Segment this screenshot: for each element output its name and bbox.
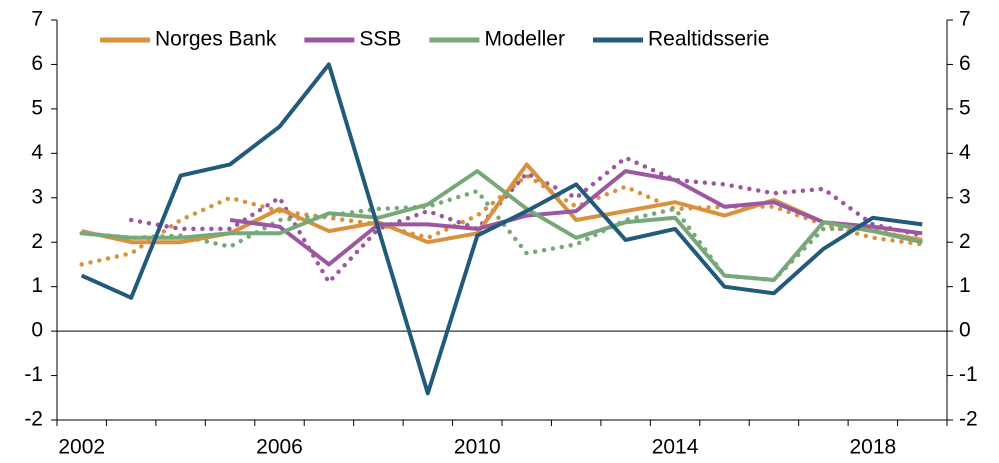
- y2-tick-label: 0: [959, 319, 971, 342]
- legend-label: Modeller: [484, 28, 565, 51]
- x-tick-label: 2014: [652, 436, 699, 459]
- y2-tick-label: 2: [959, 230, 971, 253]
- y2-tick-label: 1: [959, 274, 971, 297]
- x-tick-label: 2006: [256, 436, 303, 459]
- y2-tick-label: 6: [959, 52, 971, 75]
- legend-label: Norges Bank: [155, 28, 277, 51]
- y2-tick-label: 5: [959, 96, 971, 119]
- series-line: [229, 169, 923, 267]
- y-tick-label: 3: [31, 185, 43, 208]
- y-tick-label: 0: [31, 319, 43, 342]
- series-line: [81, 169, 923, 282]
- x-tick-label: 2002: [58, 436, 105, 459]
- y-tick-label: 4: [31, 141, 43, 164]
- y-tick-label: -2: [24, 408, 43, 431]
- y-tick-label: 1: [31, 274, 43, 297]
- y2-tick-label: -1: [959, 363, 978, 386]
- y-tick-label: -1: [24, 363, 43, 386]
- y2-tick-label: 4: [959, 141, 971, 164]
- y-tick-label: 6: [31, 52, 43, 75]
- x-tick-label: 2018: [849, 436, 896, 459]
- series-line: [80, 62, 923, 396]
- legend-label: SSB: [359, 28, 401, 51]
- legend-label: Realtidsserie: [648, 28, 769, 51]
- y2-tick-label: -2: [959, 408, 978, 431]
- y-tick-label: 7: [31, 8, 43, 31]
- x-tick-label: 2010: [454, 436, 501, 459]
- dotted-line: [79, 173, 925, 267]
- y2-tick-label: 7: [959, 8, 971, 31]
- y-tick-label: 5: [31, 96, 43, 119]
- y2-tick-label: 3: [959, 185, 971, 208]
- y-tick-label: 2: [31, 230, 43, 253]
